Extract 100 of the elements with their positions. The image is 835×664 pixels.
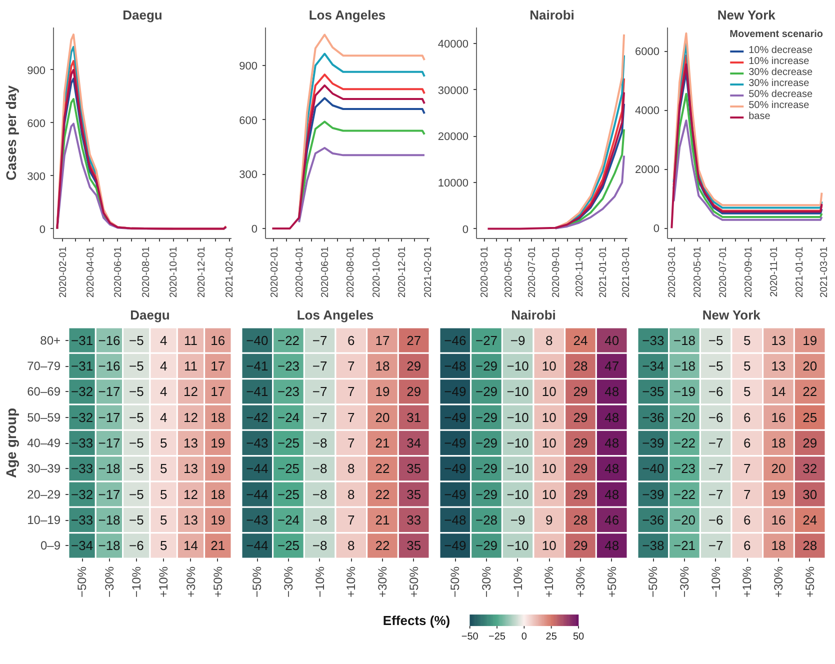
x-tick-label: 2020-12-01 bbox=[196, 246, 208, 298]
data-label: −35 bbox=[642, 384, 664, 400]
data-label: 11 bbox=[184, 358, 198, 374]
data-label: −43 bbox=[246, 512, 268, 528]
data-label: −5 bbox=[129, 512, 144, 528]
data-label: −43 bbox=[246, 436, 268, 450]
data-label: 10 bbox=[542, 436, 556, 450]
legend-label: 30% increase bbox=[748, 78, 810, 89]
data-label: 29 bbox=[573, 538, 588, 554]
y-tick-label: 10–19 bbox=[27, 513, 61, 527]
x-tick-label: −50% bbox=[448, 566, 462, 598]
data-label: −29 bbox=[475, 486, 498, 502]
y-tick-label: 0 bbox=[462, 224, 469, 236]
data-label: −34 bbox=[642, 358, 664, 374]
data-label: 10 bbox=[542, 486, 556, 502]
data-label: −7 bbox=[312, 410, 328, 425]
data-label: −16 bbox=[98, 332, 120, 348]
data-label: −32 bbox=[71, 486, 94, 502]
x-tick-label: −50% bbox=[646, 566, 660, 598]
data-label: 35 bbox=[406, 486, 422, 502]
data-label: −25 bbox=[277, 538, 300, 554]
color-bar-label: −50 bbox=[461, 631, 479, 642]
x-tick-label: 2020-07-01 bbox=[526, 246, 538, 298]
x-tick-label: +50% bbox=[406, 566, 421, 598]
x-tick-label: 2021-01-01 bbox=[794, 246, 806, 298]
data-label: −32 bbox=[71, 410, 94, 425]
data-label: −8 bbox=[312, 486, 328, 502]
x-tick-label: +50% bbox=[210, 566, 225, 598]
data-label: 18 bbox=[210, 410, 226, 425]
y-tick-label: 0 bbox=[251, 224, 258, 236]
data-label: −31 bbox=[71, 332, 94, 348]
y-tick-label: 0 bbox=[39, 224, 46, 236]
data-label: 5 bbox=[160, 461, 168, 476]
y-tick-label: 20–29 bbox=[27, 487, 61, 502]
x-tick-label: 2020-12-01 bbox=[396, 246, 408, 298]
x-tick-label: 2020-08-01 bbox=[140, 246, 152, 298]
data-label: 7 bbox=[348, 410, 355, 425]
data-label: 7 bbox=[744, 486, 751, 502]
data-label: 29 bbox=[406, 358, 422, 374]
x-tick-label: +10% bbox=[344, 566, 358, 598]
data-label: −33 bbox=[71, 512, 94, 528]
y-tick-label: 300 bbox=[27, 170, 46, 183]
data-label: −7 bbox=[708, 538, 724, 554]
data-label: 12 bbox=[184, 384, 198, 400]
x-tick-label: 2020-02-01 bbox=[58, 246, 70, 298]
data-label: −5 bbox=[708, 358, 724, 374]
data-label: 16 bbox=[210, 332, 226, 348]
legend-label: 10% decrease bbox=[748, 45, 813, 56]
data-label: 9 bbox=[546, 512, 553, 528]
data-label: 8 bbox=[348, 538, 355, 554]
data-label: 27 bbox=[406, 332, 422, 348]
data-label: −5 bbox=[129, 410, 144, 425]
data-label: 21 bbox=[375, 512, 390, 528]
data-label: −17 bbox=[98, 410, 120, 425]
x-tick-label: 2020-03-01 bbox=[667, 246, 678, 298]
y-tick-label: 0–9 bbox=[40, 538, 61, 553]
data-label: 4 bbox=[160, 332, 168, 348]
data-label: 5 bbox=[160, 436, 168, 450]
x-tick-label: −10% bbox=[129, 566, 144, 598]
data-label: −22 bbox=[673, 486, 696, 502]
data-label: −44 bbox=[246, 486, 268, 502]
chart-title: New York bbox=[702, 308, 762, 322]
data-label: 19 bbox=[375, 384, 390, 400]
data-label: 22 bbox=[375, 461, 390, 476]
chart-title: Daegu bbox=[130, 308, 170, 322]
data-label: −46 bbox=[444, 332, 466, 348]
x-tick-label: 2021-02-01 bbox=[422, 246, 434, 298]
data-label: −28 bbox=[475, 512, 498, 528]
data-label: 8 bbox=[348, 486, 355, 502]
data-label: 47 bbox=[604, 358, 620, 374]
data-label: −44 bbox=[246, 461, 268, 476]
data-label: 14 bbox=[771, 384, 786, 400]
data-label: −18 bbox=[98, 512, 120, 528]
y-tick-label: 80+ bbox=[40, 333, 61, 348]
data-label: −9 bbox=[510, 512, 526, 528]
color-bar-title: Effects (%) bbox=[382, 612, 450, 628]
data-label: −31 bbox=[71, 358, 94, 374]
data-label: 10 bbox=[542, 384, 556, 400]
chart-title: New York bbox=[717, 8, 776, 22]
data-label: −21 bbox=[673, 538, 696, 554]
y-tick-label: 40000 bbox=[438, 38, 469, 51]
chart-title: Los Angeles bbox=[296, 308, 374, 322]
x-tick-label: 2020-05-01 bbox=[503, 246, 514, 298]
data-label: −18 bbox=[673, 332, 696, 348]
x-tick-label: 2021-03-01 bbox=[818, 246, 830, 298]
data-label: −22 bbox=[673, 436, 696, 450]
x-tick-label: −10% bbox=[510, 566, 525, 598]
data-label: −49 bbox=[444, 410, 466, 425]
data-label: −48 bbox=[444, 512, 466, 528]
data-label: 22 bbox=[375, 538, 390, 554]
data-label: 20 bbox=[375, 410, 390, 425]
data-label: 13 bbox=[771, 358, 786, 374]
y-tick-label: 20000 bbox=[438, 131, 469, 144]
data-label: 5 bbox=[160, 538, 168, 554]
data-label: 24 bbox=[802, 512, 818, 528]
data-label: 10 bbox=[542, 538, 556, 554]
data-label: −33 bbox=[71, 436, 94, 450]
data-label: 7 bbox=[744, 461, 751, 476]
x-tick-label: −30% bbox=[102, 566, 116, 598]
data-label: −7 bbox=[312, 358, 328, 374]
